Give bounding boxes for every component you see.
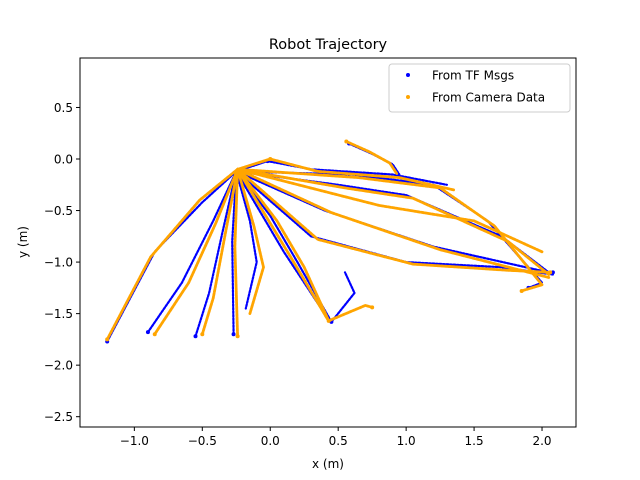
x-axis-label: x (m)	[312, 457, 344, 471]
legend-label-camera: From Camera Data	[432, 91, 545, 105]
trajectory-point	[326, 318, 331, 323]
legend-marker-camera	[406, 95, 410, 99]
trajectory-path	[236, 167, 265, 315]
trajectory-path	[235, 170, 258, 310]
y-axis: 0.5 0.0 −0.5 −1.0 −1.5 −2.0 −2.5	[44, 101, 80, 424]
trajectory-path	[236, 167, 544, 293]
legend-frame	[388, 63, 571, 113]
y-tick-label: −0.5	[44, 204, 73, 218]
trajectory-point	[235, 334, 240, 339]
x-tick-label: 0.5	[329, 434, 348, 448]
trajectory-path	[231, 170, 238, 336]
trajectory-path	[236, 167, 551, 279]
trajectory-point	[200, 332, 205, 337]
trajectory-path	[105, 167, 239, 341]
trajectory-point	[152, 332, 157, 337]
series-1	[105, 139, 553, 342]
trajectory-path	[200, 167, 239, 336]
trajectory-point	[268, 157, 273, 162]
x-tick-label: 1.0	[397, 434, 416, 448]
y-tick-label: −2.5	[44, 410, 73, 424]
y-tick-label: −1.5	[44, 307, 73, 321]
trajectory-path	[236, 167, 374, 323]
trajectory-point	[105, 337, 110, 342]
trajectory-path	[344, 140, 398, 175]
x-tick-label: 0.0	[261, 434, 280, 448]
trajectory-path	[236, 157, 456, 192]
y-tick-label: 0.5	[54, 101, 73, 115]
trajectory-path	[194, 170, 238, 338]
trajectory-path	[236, 167, 544, 254]
trajectory-path	[236, 167, 551, 276]
trajectory-path	[233, 167, 239, 338]
trajectory-point	[370, 305, 375, 310]
trajectory-point	[519, 288, 524, 293]
legend-label-tf: From TF Msgs	[432, 69, 514, 83]
legend-marker-tf	[406, 73, 410, 77]
y-tick-label: −1.0	[44, 256, 73, 270]
trajectory-point	[145, 330, 150, 335]
x-tick-label: −0.5	[188, 434, 217, 448]
trajectory-path	[235, 170, 550, 274]
legend: From TF Msgs From Camera Data	[388, 63, 571, 113]
trajectory-point	[548, 270, 553, 275]
y-tick-label: 0.0	[54, 153, 73, 167]
x-tick-label: −1.0	[120, 434, 149, 448]
trajectory-path	[348, 142, 401, 176]
chart-title: Robot Trajectory	[269, 37, 388, 53]
plot-area-frame	[79, 57, 577, 428]
series-layer	[105, 139, 555, 344]
trajectory-path	[235, 170, 550, 274]
y-axis-label: y (m)	[16, 226, 30, 258]
trajectory-point	[344, 139, 349, 144]
trajectory-point	[193, 334, 198, 339]
trajectory-path	[146, 170, 238, 334]
trajectory-path	[236, 167, 552, 274]
trajectory-path	[236, 167, 329, 321]
x-tick-label: 2.0	[532, 434, 551, 448]
trajectory-path	[153, 167, 239, 336]
y-tick-label: −2.0	[44, 359, 73, 373]
trajectory-point	[231, 332, 236, 337]
x-axis: −1.0 −0.5 0.0 0.5 1.0 1.5 2.0	[120, 427, 552, 448]
x-tick-label: 1.5	[465, 434, 484, 448]
